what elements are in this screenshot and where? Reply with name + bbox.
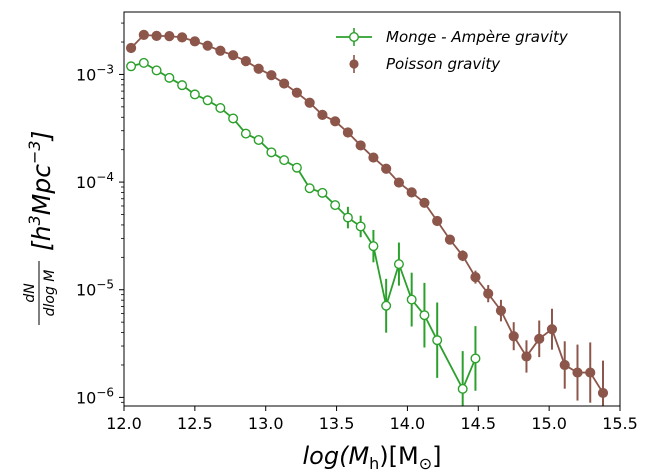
data-point — [457, 250, 468, 261]
y-label-numerator: dN — [22, 283, 38, 303]
axes: 12.0 12.5 13.0 13.5 14.0 14.5 15.0 15.5 10−3 10−4… — [22, 11, 638, 470]
legend-marker — [349, 32, 360, 43]
data-point — [228, 50, 239, 61]
plot-area — [125, 29, 609, 406]
x-tick-label: 12.0 — [106, 414, 142, 433]
data-point — [164, 31, 175, 42]
data-point — [495, 305, 507, 316]
data-point — [406, 294, 417, 305]
data-point — [228, 113, 239, 124]
data-point — [330, 200, 341, 211]
data-point — [393, 177, 405, 188]
y-tick-label: 10−3 — [76, 62, 114, 84]
data-point — [444, 234, 456, 245]
x-tick-label: 13.0 — [248, 414, 284, 433]
data-point — [125, 42, 137, 54]
data-point — [202, 40, 213, 51]
data-point — [279, 155, 290, 166]
data-point — [240, 128, 251, 139]
data-point — [521, 351, 532, 362]
data-point — [291, 87, 302, 98]
y-tick-label: 10−5 — [76, 278, 114, 300]
data-point — [559, 359, 570, 371]
data-point — [368, 152, 379, 163]
data-point — [470, 272, 481, 283]
data-point — [126, 61, 137, 72]
data-point — [534, 333, 545, 344]
data-point — [253, 135, 264, 146]
data-point — [381, 163, 392, 174]
legend-item-0: Monge - Ampère gravity — [336, 28, 569, 46]
data-point — [355, 221, 366, 232]
data-point — [330, 116, 341, 127]
data-point — [470, 353, 481, 364]
data-point — [304, 183, 315, 194]
data-point — [317, 187, 328, 198]
data-point — [164, 72, 175, 83]
data-point — [291, 162, 302, 173]
data-point — [585, 367, 596, 378]
data-point — [483, 288, 494, 299]
data-point — [572, 367, 583, 378]
data-point — [189, 36, 200, 47]
data-point — [432, 335, 443, 346]
data-point — [368, 241, 379, 252]
data-point — [202, 95, 213, 106]
data-point — [342, 127, 354, 138]
data-point — [546, 324, 558, 335]
data-point — [317, 109, 328, 120]
data-point — [279, 78, 290, 89]
data-point — [381, 300, 392, 311]
data-point — [138, 57, 149, 68]
y-label-units: [h3Mpc−3] — [25, 131, 56, 251]
data-point — [355, 140, 366, 151]
data-point — [393, 259, 404, 270]
legend-item-1: Poisson gravity — [349, 55, 501, 73]
x-tick-label: 14.0 — [390, 414, 426, 433]
data-point — [215, 102, 226, 113]
x-tick-label: 15.0 — [531, 414, 567, 433]
x-axis-label: log(Mh)[M⊙] — [302, 442, 441, 470]
x-tick-label: 14.5 — [460, 414, 496, 433]
legend: Monge - Ampère gravity Poisson gravity — [336, 28, 569, 73]
data-point — [508, 331, 519, 342]
data-point — [597, 387, 609, 399]
legend-label: Monge - Ampère gravity — [386, 28, 569, 46]
y-axis-label: dN dlog M [h3Mpc−3] — [22, 131, 58, 325]
x-tick-label: 13.5 — [319, 414, 355, 433]
y-tick-label: 10−6 — [76, 385, 114, 407]
data-point — [406, 187, 417, 198]
plot-frame — [123, 11, 621, 407]
y-tick-label: 10−4 — [76, 170, 114, 192]
series-line — [130, 33, 604, 394]
legend-marker — [349, 59, 359, 69]
data-point — [419, 197, 430, 208]
data-point — [253, 63, 264, 74]
data-point — [151, 65, 162, 76]
data-point — [189, 89, 200, 100]
y-label-denominator: dlog M — [42, 270, 58, 317]
data-point — [151, 30, 162, 42]
x-tick-label: 15.5 — [602, 414, 638, 433]
data-point — [457, 383, 468, 394]
data-point — [266, 70, 277, 81]
data-point — [138, 29, 149, 40]
legend-label: Poisson gravity — [386, 55, 501, 73]
data-point — [215, 45, 226, 56]
data-point — [177, 80, 188, 91]
x-tick-label: 12.5 — [177, 414, 213, 433]
data-point — [419, 310, 430, 321]
data-point — [342, 212, 353, 223]
data-point — [304, 97, 315, 108]
series-0 — [126, 57, 481, 406]
data-point — [266, 147, 277, 158]
data-point — [240, 56, 251, 67]
data-point — [177, 32, 188, 43]
series-1 — [125, 29, 609, 406]
data-point — [432, 215, 443, 227]
